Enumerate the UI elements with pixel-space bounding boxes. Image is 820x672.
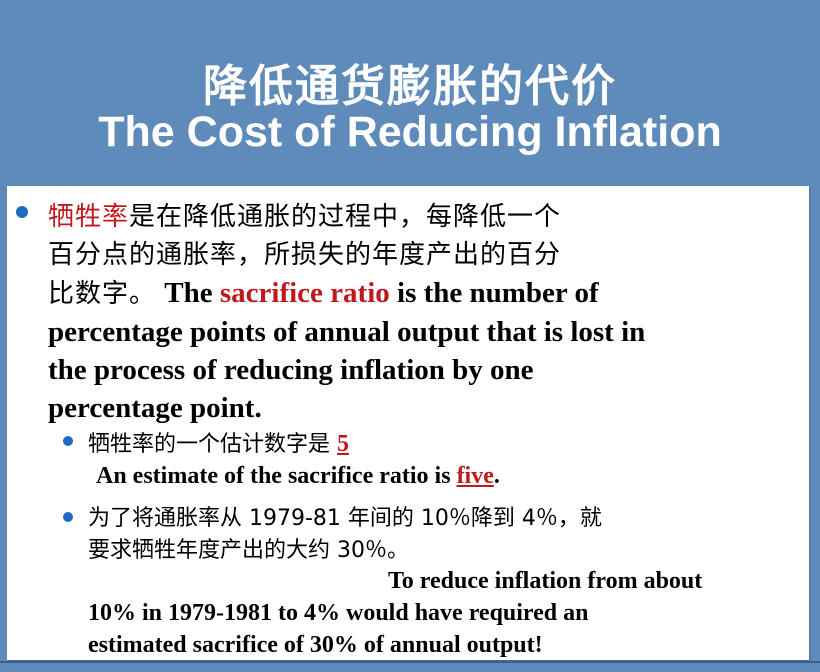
slide-title-chinese: 降低通货膨胀的代价 [203, 61, 617, 112]
main-bullet-text: 牺牲率是在降低通胀的过程中，每降低一个 百分点的通胀率，所损失的年度产出的百分 … [48, 198, 793, 427]
sub-bullet-2-en-line-3: estimated sacrifice of 30% of annual out… [88, 632, 543, 658]
sub-bullet-1-dot-icon [63, 436, 73, 446]
sub-bullet-1-en-post: . [493, 463, 500, 489]
sub-bullet-1-zh: 牺牲率的一个估计数字是 5 [88, 428, 500, 461]
main-en-line-1-rest: is the number of [389, 277, 599, 309]
content-panel [7, 186, 809, 660]
main-en-pre: The [164, 277, 220, 309]
slide-title-english: The Cost of Reducing Inflation [98, 108, 722, 156]
main-zh-line-1: 牺牲率是在降低通胀的过程中，每降低一个 [48, 198, 793, 236]
sub-bullet-1-zh-value: 5 [337, 431, 349, 457]
sub-bullet-2-zh-line-2: 要求牺牲年度产出的大约 30％。 [88, 538, 409, 563]
sub-bullet-2-dot-icon [63, 512, 73, 522]
main-en-line-3: the process of reducing inflation by one [48, 354, 534, 386]
main-zh-line-2: 百分点的通胀率，所损失的年度产出的百分 [48, 240, 562, 270]
main-zh-line-3: 比数字。 [48, 279, 157, 309]
bullet-dot-icon [16, 206, 28, 218]
sub-bullet-1-en: An estimate of the sacrifice ratio is fi… [96, 463, 500, 490]
sub-bullet-1-en-pre: An estimate of the sacrifice ratio is [96, 463, 457, 489]
sub-bullet-2-en-line-2: 10% in 1979-1981 to 4% would have requir… [88, 600, 589, 626]
main-en-line-2: percentage points of annual output that … [48, 316, 646, 348]
footer-divider [0, 661, 820, 663]
sub-bullet-2-en-line-1: To reduce inflation from about [388, 568, 703, 594]
sub-bullet-1-en-value: five [456, 463, 494, 489]
sub-bullet-1-zh-text: 牺牲率的一个估计数字是 [88, 432, 337, 457]
sacrifice-ratio-term-zh: 牺牲率 [48, 202, 130, 232]
sacrifice-ratio-term-en: sacrifice ratio [219, 277, 390, 309]
main-zh-line-1-rest: 是在降低通胀的过程中，每降低一个 [129, 202, 562, 232]
main-en-line-4: percentage point. [48, 392, 262, 424]
main-mixed-line-3: 比数字。 The sacrifice ratio is the number o… [48, 274, 793, 313]
sub-bullet-1-text: 牺牲率的一个估计数字是 5 An estimate of the sacrifi… [88, 428, 500, 490]
sub-bullet-2-zh-line-1: 为了将通胀率从 1979-81 年间的 10％降到 4％，就 [88, 506, 602, 531]
sub-bullet-2-text: 为了将通胀率从 1979-81 年间的 10％降到 4％，就 要求牺牲年度产出的… [88, 503, 602, 567]
